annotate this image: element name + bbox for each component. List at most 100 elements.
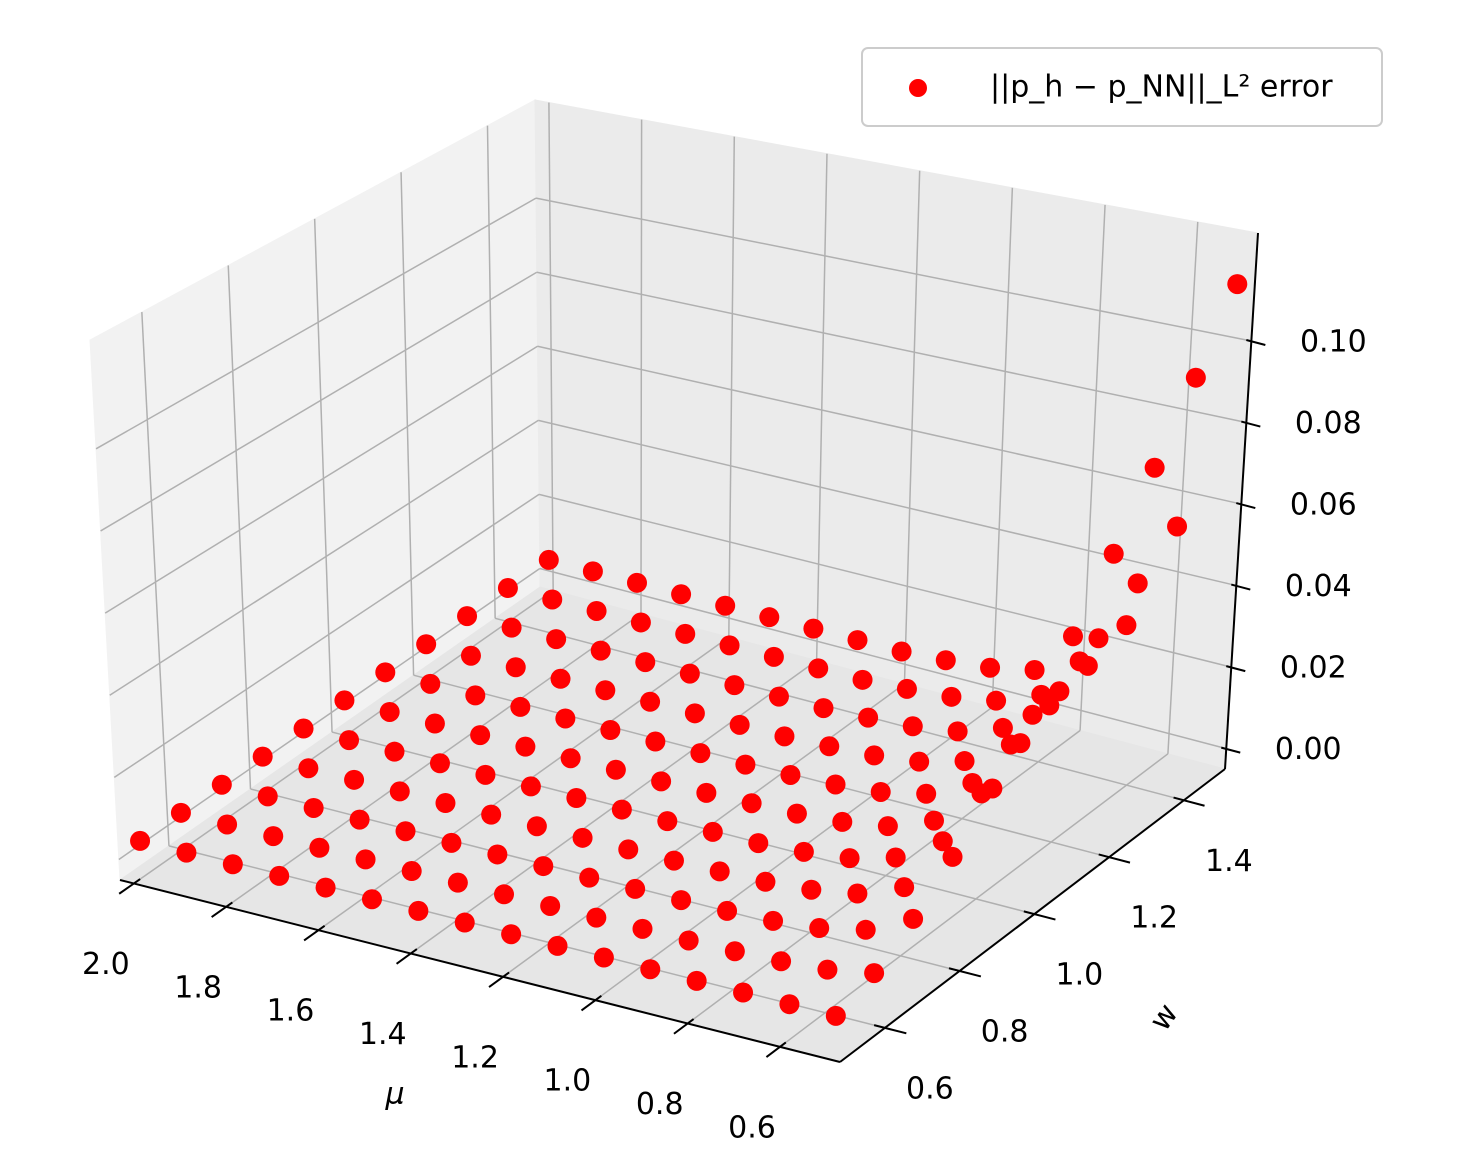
data-point — [651, 771, 672, 792]
data-point — [1088, 628, 1109, 649]
x-tick-label: 2.0 — [82, 947, 130, 982]
data-point — [454, 912, 475, 933]
z-tick — [1231, 583, 1251, 591]
data-point — [801, 879, 822, 900]
y-tick — [1098, 853, 1131, 864]
z-tick — [1236, 502, 1256, 510]
data-point — [375, 662, 396, 683]
x-tick-label: 1.2 — [451, 1040, 499, 1075]
grid-line — [548, 102, 554, 591]
y-tick-label: 0.8 — [981, 1014, 1029, 1049]
data-point — [424, 713, 445, 734]
data-point — [733, 982, 754, 1003]
data-point — [870, 781, 891, 802]
data-point — [611, 799, 632, 820]
grid-line — [486, 125, 496, 619]
z-tick-label: 0.10 — [1300, 325, 1367, 360]
data-point — [630, 612, 651, 633]
data-point — [1144, 457, 1165, 478]
data-point — [1039, 695, 1060, 716]
axes: 2.0 1.8 1.6 1.4 1.2 1.0 0.8 0.6 0.6 0.8 1.0 1.2 1.4 0… — [82, 232, 1367, 1145]
x-tick — [488, 971, 510, 988]
data-point — [497, 578, 518, 599]
data-point — [501, 617, 522, 638]
data-point — [586, 600, 607, 621]
data-point — [303, 797, 324, 818]
data-point — [560, 748, 581, 769]
z-tick-label: 0.04 — [1285, 569, 1352, 604]
grid-line — [100, 271, 538, 532]
y-axis-label: w — [1143, 997, 1186, 1037]
data-point — [605, 759, 626, 780]
data-point — [877, 816, 898, 837]
data-point — [626, 572, 647, 593]
grid-line — [537, 345, 1242, 505]
data-point — [932, 831, 953, 852]
data-point — [771, 951, 792, 972]
data-point — [170, 802, 191, 823]
data-point — [858, 707, 879, 728]
data-point — [902, 716, 923, 737]
data-point — [793, 841, 814, 862]
x-tick — [395, 948, 418, 965]
grid-line — [313, 218, 333, 733]
data-point — [538, 549, 559, 570]
data-point — [896, 678, 917, 699]
data-point — [494, 884, 515, 905]
data-point — [763, 646, 784, 667]
data-point — [595, 680, 616, 701]
data-point — [735, 754, 756, 775]
grid-line — [104, 345, 538, 614]
z-tick-label: 0.00 — [1275, 732, 1342, 767]
data-point — [675, 623, 696, 644]
data-point — [293, 718, 314, 739]
data-point — [759, 607, 780, 628]
data-point — [986, 690, 1007, 711]
grid-line — [95, 197, 537, 450]
data-point — [819, 736, 840, 757]
grid-line — [227, 265, 252, 790]
data-point — [441, 832, 462, 853]
data-point — [269, 865, 290, 886]
grid-line — [728, 136, 736, 638]
data-point — [389, 781, 410, 802]
grid-line — [991, 187, 1014, 708]
data-point — [361, 889, 382, 910]
grid-line — [815, 153, 828, 661]
data-point — [709, 861, 730, 882]
data-point — [724, 675, 745, 696]
data-point — [715, 595, 736, 616]
data-point — [470, 725, 491, 746]
x-tick — [765, 1041, 787, 1058]
data-point — [855, 919, 876, 940]
data-point — [487, 844, 508, 865]
data-point — [779, 994, 800, 1015]
x-axis-label: μ — [384, 1077, 404, 1112]
data-point — [447, 872, 468, 893]
data-point — [130, 830, 151, 851]
data-point — [395, 821, 416, 842]
data-point — [684, 703, 705, 724]
data-point — [1167, 516, 1188, 537]
data-point — [671, 890, 692, 911]
data-point — [582, 561, 603, 582]
data-point — [808, 658, 829, 679]
data-point — [339, 730, 360, 751]
y-tick-label: 1.4 — [1205, 844, 1253, 879]
data-point — [980, 657, 1001, 678]
data-point — [903, 908, 924, 929]
data-point — [334, 690, 355, 711]
data-point — [825, 1005, 846, 1026]
data-point — [546, 629, 567, 650]
data-point — [885, 847, 906, 868]
data-point — [572, 827, 593, 848]
x-tick-label: 1.8 — [174, 970, 222, 1005]
data-point — [600, 720, 621, 741]
data-point — [217, 814, 238, 835]
data-point — [263, 826, 284, 847]
data-point — [813, 698, 834, 719]
legend-marker — [909, 79, 927, 97]
x-tick — [673, 1018, 695, 1035]
x-tick-label: 0.8 — [636, 1087, 684, 1122]
